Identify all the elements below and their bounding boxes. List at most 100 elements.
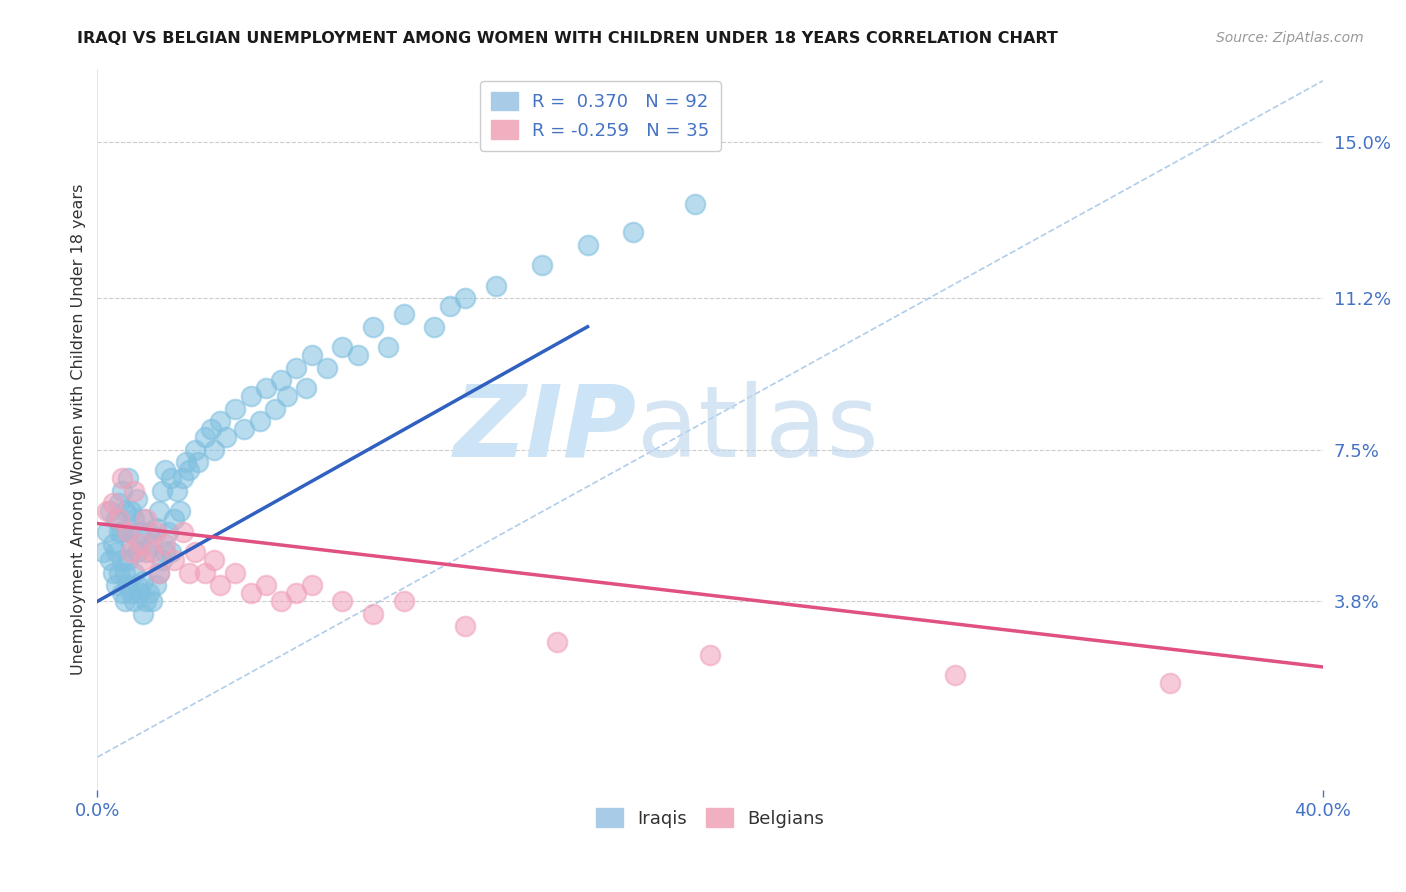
Point [254, 381, 277, 395]
Point [623, 226, 645, 240]
Point [107, 496, 129, 510]
Point [117, 578, 139, 592]
Point [179, 566, 201, 580]
Point [301, 578, 323, 592]
Point [301, 348, 323, 362]
Point [148, 566, 170, 580]
Point [98, 553, 121, 567]
Point [107, 524, 129, 539]
Point [174, 455, 197, 469]
Point [166, 483, 188, 498]
Point [117, 524, 139, 539]
Point [361, 319, 384, 334]
Point [135, 545, 157, 559]
Point [332, 594, 354, 608]
Point [294, 381, 316, 395]
Point [392, 594, 415, 608]
Point [120, 537, 142, 551]
Point [117, 553, 139, 567]
Point [392, 308, 415, 322]
Y-axis label: Unemployment Among Women with Children Under 18 years: Unemployment Among Women with Children U… [72, 184, 86, 675]
Point [145, 578, 167, 592]
Point [111, 553, 134, 567]
Point [576, 237, 599, 252]
Point [111, 586, 134, 600]
Point [114, 594, 136, 608]
Point [187, 455, 209, 469]
Point [156, 524, 179, 539]
Point [377, 340, 399, 354]
Point [184, 545, 207, 559]
Point [107, 512, 129, 526]
Point [153, 537, 176, 551]
Point [120, 545, 142, 559]
Point [454, 291, 477, 305]
Point [127, 578, 149, 592]
Point [249, 414, 271, 428]
Point [122, 566, 145, 580]
Point [150, 483, 173, 498]
Point [153, 463, 176, 477]
Point [122, 594, 145, 608]
Point [270, 594, 292, 608]
Point [1159, 676, 1181, 690]
Point [179, 463, 201, 477]
Point [172, 524, 194, 539]
Point [264, 401, 287, 416]
Point [145, 520, 167, 534]
Point [120, 586, 142, 600]
Point [104, 512, 127, 526]
Point [163, 553, 186, 567]
Point [194, 566, 217, 580]
Point [145, 524, 167, 539]
Point [215, 430, 238, 444]
Point [332, 340, 354, 354]
Point [111, 471, 134, 485]
Point [160, 471, 183, 485]
Point [132, 553, 155, 567]
Point [208, 578, 231, 592]
Point [114, 504, 136, 518]
Point [202, 442, 225, 457]
Point [132, 574, 155, 588]
Point [148, 566, 170, 580]
Point [104, 578, 127, 592]
Point [423, 319, 446, 334]
Point [200, 422, 222, 436]
Point [150, 553, 173, 567]
Point [111, 524, 134, 539]
Point [117, 471, 139, 485]
Point [239, 389, 262, 403]
Point [361, 607, 384, 621]
Point [233, 422, 256, 436]
Point [224, 401, 246, 416]
Point [276, 389, 298, 403]
Point [194, 430, 217, 444]
Point [122, 512, 145, 526]
Point [169, 504, 191, 518]
Point [172, 471, 194, 485]
Point [129, 537, 152, 551]
Point [122, 483, 145, 498]
Point [163, 512, 186, 526]
Legend: Iraqis, Belgians: Iraqis, Belgians [589, 801, 831, 835]
Point [132, 512, 155, 526]
Point [184, 442, 207, 457]
Point [129, 524, 152, 539]
Point [96, 524, 118, 539]
Text: Source: ZipAtlas.com: Source: ZipAtlas.com [1216, 31, 1364, 45]
Point [484, 278, 506, 293]
Point [114, 566, 136, 580]
Point [107, 566, 129, 580]
Point [683, 196, 706, 211]
Point [546, 635, 568, 649]
Point [160, 545, 183, 559]
Point [132, 607, 155, 621]
Point [141, 545, 163, 559]
Point [530, 258, 553, 272]
Point [254, 578, 277, 592]
Point [101, 566, 124, 580]
Point [285, 586, 308, 600]
Point [104, 545, 127, 559]
Point [239, 586, 262, 600]
